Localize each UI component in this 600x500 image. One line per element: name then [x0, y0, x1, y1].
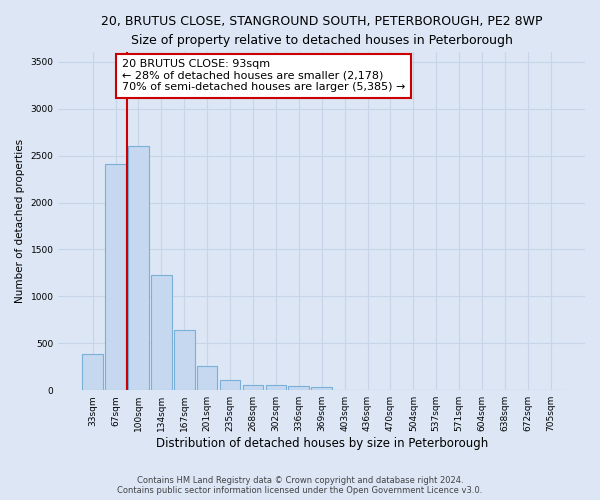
Bar [289, 386, 309, 390]
Y-axis label: Number of detached properties: Number of detached properties [15, 139, 25, 304]
Bar [197, 366, 217, 390]
Bar [128, 146, 149, 390]
Bar [151, 275, 172, 390]
Text: 20 BRUTUS CLOSE: 93sqm
← 28% of detached houses are smaller (2,178)
70% of semi-: 20 BRUTUS CLOSE: 93sqm ← 28% of detached… [122, 59, 405, 92]
Bar [266, 385, 286, 390]
Bar [82, 354, 103, 390]
Text: Contains HM Land Registry data © Crown copyright and database right 2024.
Contai: Contains HM Land Registry data © Crown c… [118, 476, 482, 495]
Bar [105, 164, 126, 390]
Bar [220, 380, 241, 390]
Bar [242, 384, 263, 390]
X-axis label: Distribution of detached houses by size in Peterborough: Distribution of detached houses by size … [155, 437, 488, 450]
Bar [174, 330, 194, 390]
Title: 20, BRUTUS CLOSE, STANGROUND SOUTH, PETERBOROUGH, PE2 8WP
Size of property relat: 20, BRUTUS CLOSE, STANGROUND SOUTH, PETE… [101, 15, 542, 47]
Bar [311, 387, 332, 390]
